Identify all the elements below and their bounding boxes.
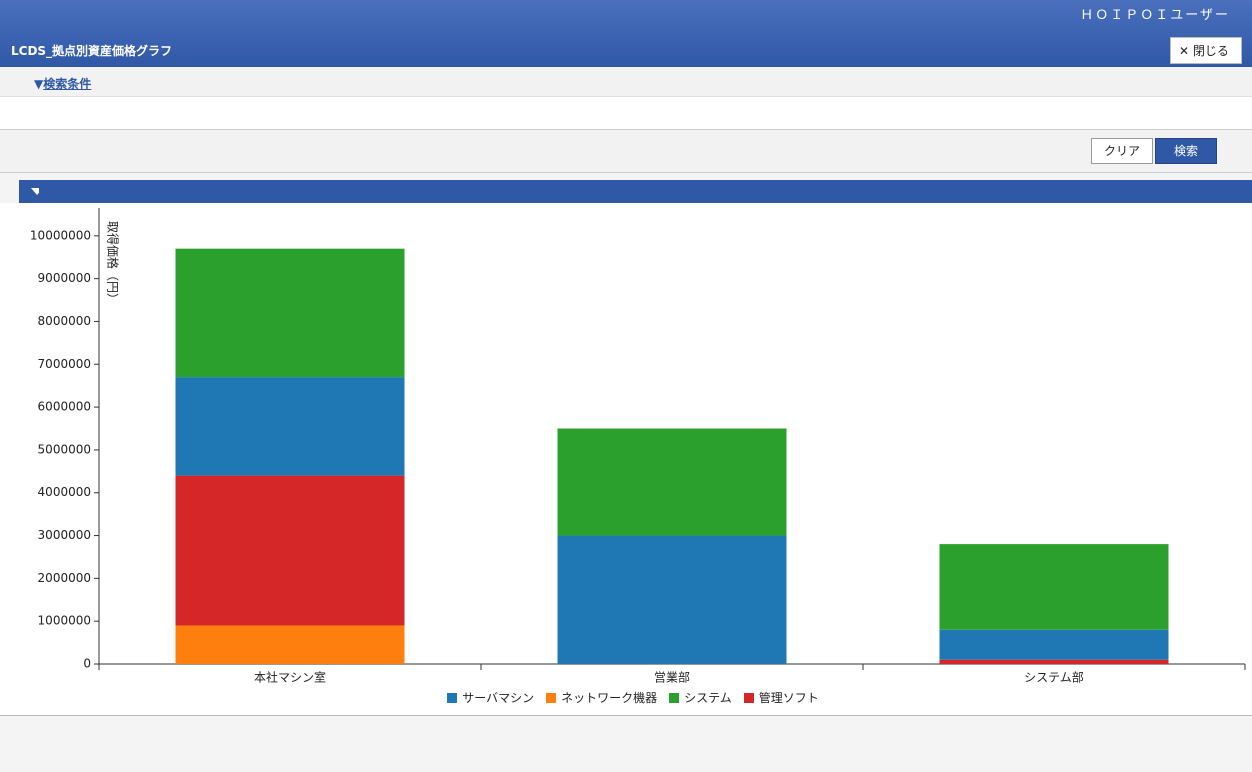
clear-button[interactable]: クリア — [1091, 138, 1153, 164]
x-tick-label: 営業部 — [654, 670, 690, 685]
legend-swatch — [669, 692, 680, 703]
y-axis-label: 取得価格（円） — [106, 221, 121, 305]
bar-segment — [175, 248, 405, 378]
page-title: LCDS_拠点別資産価格グラフ — [11, 44, 173, 58]
search-toggle[interactable]: ▼検索条件 — [34, 75, 91, 92]
y-tick-label: 10000000 — [30, 228, 91, 242]
bar-segment — [939, 629, 1169, 660]
user-name[interactable]: ＨＯＩＰＯＩユーザー — [1080, 8, 1230, 23]
search-condition-bar — [0, 67, 1252, 97]
legend-item[interactable]: 管理ソフト — [743, 689, 819, 706]
legend-item[interactable]: サーバマシン — [447, 689, 534, 706]
y-tick-label: 5000000 — [38, 442, 91, 456]
search-area — [0, 97, 1252, 130]
toggle-label: 検索条件 — [43, 77, 92, 91]
y-tick-label: 1000000 — [38, 614, 91, 628]
bar-segment — [175, 625, 405, 664]
legend-label: ネットワーク機器 — [561, 691, 658, 705]
legend-label: サーバマシン — [462, 691, 535, 705]
legend-item[interactable]: システム — [669, 689, 732, 706]
bar-segment — [939, 659, 1169, 664]
legend-swatch — [546, 692, 557, 703]
toggle-icon: ▼ — [34, 77, 44, 91]
close-button[interactable]: ✕ 閉じる — [1170, 37, 1242, 64]
bar-segment — [175, 475, 405, 626]
search-button[interactable]: 検索 — [1155, 138, 1217, 164]
header — [0, 0, 1252, 67]
y-tick-label: 0 — [83, 657, 91, 671]
section-header[interactable] — [19, 180, 1252, 203]
y-tick-label: 6000000 — [38, 400, 91, 414]
button-bar — [0, 130, 1252, 173]
y-tick-label: 4000000 — [38, 485, 91, 499]
bar-segment — [557, 535, 787, 664]
legend-swatch — [743, 692, 754, 703]
y-tick-label: 2000000 — [38, 571, 91, 585]
legend: サーバマシン ネットワーク機器 システム 管理ソフト — [0, 689, 1252, 706]
y-tick-label: 9000000 — [38, 271, 91, 285]
y-tick-label: 7000000 — [38, 357, 91, 371]
bar-segment — [175, 377, 405, 476]
x-tick-label: システム部 — [1024, 670, 1084, 685]
legend-item[interactable]: ネットワーク機器 — [546, 689, 657, 706]
bar-segment — [557, 428, 787, 536]
close-icon: ✕ — [1179, 44, 1193, 58]
legend-label: 管理ソフト — [758, 691, 819, 705]
legend-swatch — [447, 692, 458, 703]
bar-segment — [939, 544, 1169, 630]
chart: 取得価格（円） 0 1000000 2000000 3000000 4000000 500… — [30, 208, 1246, 685]
y-tick-label: 3000000 — [38, 528, 91, 542]
legend-label: システム — [684, 691, 732, 705]
y-tick-label: 8000000 — [38, 314, 91, 328]
x-tick-label: 本社マシン室 — [254, 670, 326, 685]
close-label: 閉じる — [1192, 44, 1229, 58]
